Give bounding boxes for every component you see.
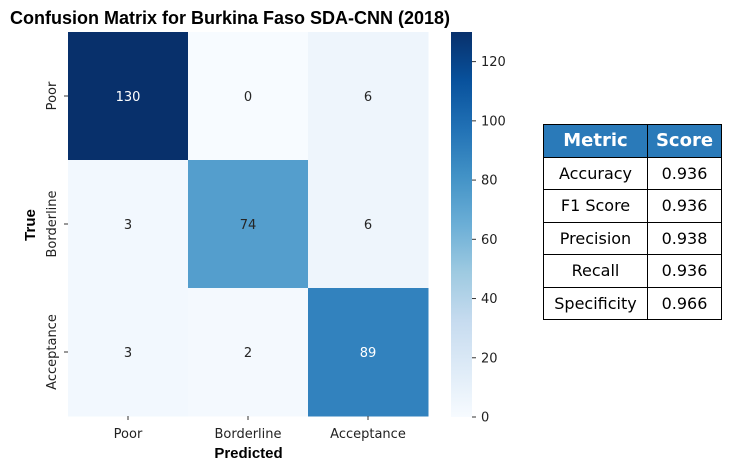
metric-score: 0.966 <box>647 286 722 320</box>
y-tick-label: Poor <box>45 81 60 110</box>
y-axis-title: True <box>22 209 39 241</box>
metric-name: Precision <box>543 221 648 255</box>
metrics-table: Metric Score Accuracy 0.936 F1 Score 0.9… <box>543 124 722 320</box>
heatmap-cell-labels: 130 0 6 3 74 6 3 2 89 <box>116 90 377 361</box>
heatmap-cell <box>68 160 189 289</box>
metric-name: F1 Score <box>543 189 648 223</box>
colorbar-tick-label: 120 <box>481 55 506 70</box>
heatmap-cell <box>188 160 309 289</box>
colorbar-tick-label: 20 <box>481 351 498 366</box>
heatmap-cell <box>188 288 309 417</box>
y-tick-label: Borderline <box>45 190 60 257</box>
colorbar-ticks: 0 20 40 60 80 100 120 <box>472 55 506 426</box>
cell-value-label: 74 <box>240 218 257 233</box>
chart-title: Confusion Matrix for Burkina Faso SDA-CN… <box>10 8 450 28</box>
heatmap-cells <box>68 32 429 417</box>
x-tick-label: Acceptance <box>330 427 406 442</box>
heatmap-cell <box>308 160 429 289</box>
x-tick-label: Poor <box>114 427 143 442</box>
cell-value-label: 3 <box>124 218 132 233</box>
y-tick-label: Acceptance <box>45 314 60 390</box>
cell-value-label: 3 <box>124 346 132 361</box>
colorbar-tick-label: 60 <box>481 233 498 248</box>
metric-score: 0.938 <box>647 221 722 255</box>
y-axis-ticks: Poor Borderline Acceptance <box>45 81 68 390</box>
metric-name: Recall <box>543 254 648 288</box>
colorbar-tick-label: 0 <box>481 411 489 426</box>
table-row: Recall 0.936 <box>543 254 722 288</box>
metric-column-header: Metric <box>543 124 648 158</box>
table-row: Specificity 0.966 <box>543 286 722 320</box>
metric-name: Accuracy <box>543 156 648 190</box>
colorbar-tick-label: 40 <box>481 292 498 307</box>
x-axis-title: Predicted <box>214 445 282 462</box>
colorbar <box>451 32 472 417</box>
cell-value-label: 2 <box>244 346 252 361</box>
x-axis-ticks: Poor Borderline Acceptance <box>114 416 406 442</box>
cell-value-label: 89 <box>360 346 377 361</box>
cell-value-label: 130 <box>116 90 141 105</box>
heatmap-cell <box>188 32 309 161</box>
table-row: Accuracy 0.936 <box>543 156 722 190</box>
heatmap-cell <box>68 32 189 161</box>
metric-score: 0.936 <box>647 156 722 190</box>
colorbar-tick-label: 80 <box>481 174 498 189</box>
table-row: Precision 0.938 <box>543 221 722 255</box>
heatmap-cell <box>68 288 189 417</box>
cell-value-label: 6 <box>364 218 372 233</box>
heatmap-cell <box>308 288 429 417</box>
heatmap-cell <box>308 32 429 161</box>
cell-value-label: 0 <box>244 90 252 105</box>
colorbar-tick-label: 100 <box>481 114 506 129</box>
table-row: F1 Score 0.936 <box>543 189 722 223</box>
metric-name: Specificity <box>543 286 648 320</box>
metric-score: 0.936 <box>647 189 722 223</box>
cell-value-label: 6 <box>364 90 372 105</box>
score-column-header: Score <box>647 124 722 158</box>
metric-score: 0.936 <box>647 254 722 288</box>
x-tick-label: Borderline <box>214 427 281 442</box>
metrics-header-row: Metric Score <box>543 124 722 158</box>
